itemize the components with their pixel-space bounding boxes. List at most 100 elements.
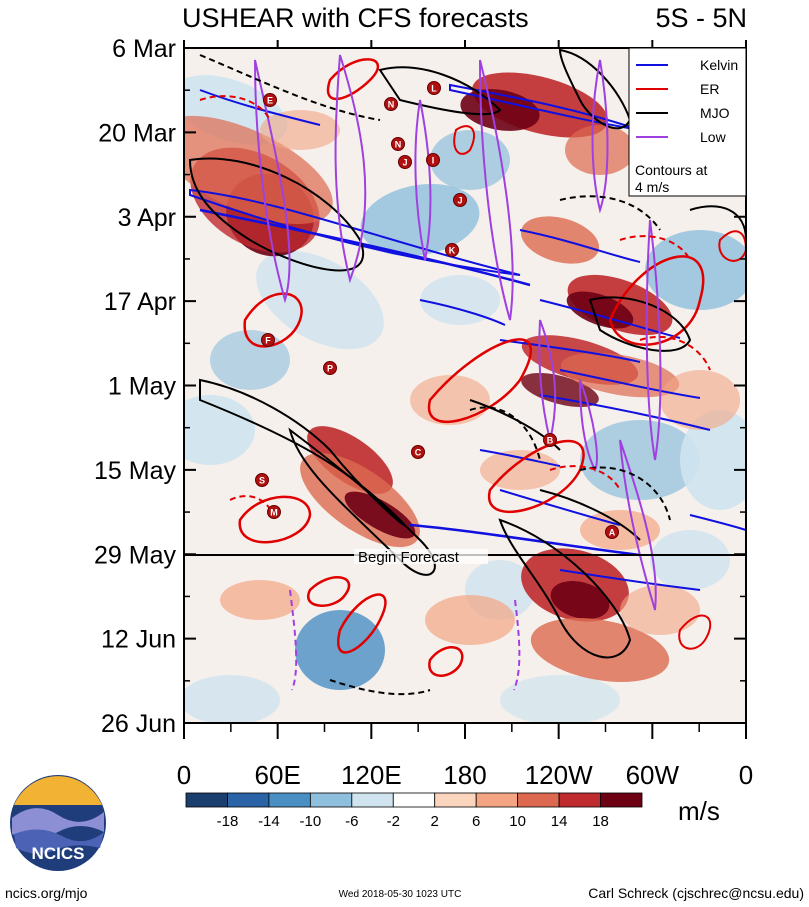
contour-line <box>334 54 367 284</box>
legend-label-mjo: MJO <box>700 105 730 121</box>
colorbar-swatch <box>351 792 394 808</box>
contour-line <box>428 646 464 677</box>
storm-marker <box>411 445 425 459</box>
x-tick-label: 120W <box>525 760 593 790</box>
contour-line-dashed <box>549 465 621 491</box>
storm-marker <box>453 193 467 207</box>
chart-region: 5S - 5N <box>655 3 747 33</box>
y-tick-label: 17 Apr <box>104 288 176 316</box>
footer-center: Wed 2018-05-30 1023 UTC <box>339 889 462 900</box>
storm-marker <box>605 525 619 539</box>
storm-marker <box>426 153 440 167</box>
anomaly-region <box>650 530 730 590</box>
logo-text: NCICS <box>32 844 85 863</box>
storm-marker <box>427 81 441 95</box>
storm-marker <box>267 505 281 519</box>
storm-marker-label: I <box>432 156 435 166</box>
colorbar-swatch <box>309 792 353 808</box>
colorbar-swatch <box>268 792 311 808</box>
y-tick-label: 15 May <box>94 457 176 485</box>
storm-marker-label: P <box>327 364 333 374</box>
y-tick-label: 20 Mar <box>98 119 176 147</box>
contour-line <box>539 299 681 339</box>
anomaly-region <box>260 110 340 150</box>
anomaly-region <box>500 675 620 723</box>
storm-marker <box>543 433 557 447</box>
colorbar-tick-label: 6 <box>472 813 480 830</box>
storm-marker-label: J <box>402 158 407 168</box>
contour-line-dashed <box>579 466 671 521</box>
contour-line <box>539 489 641 541</box>
storm-marker-label: E <box>267 96 273 106</box>
contour-line-dashed <box>199 54 381 121</box>
colorbar-swatch <box>227 792 270 808</box>
y-tick-label: 26 Jun <box>101 710 176 738</box>
storm-marker <box>384 97 398 111</box>
wave-filter-contours <box>188 48 746 696</box>
contour-line-dashed <box>639 335 711 371</box>
contour-line-dashed <box>469 406 541 461</box>
ncics-logo: NCICS <box>10 775 106 871</box>
contour-line <box>254 59 291 304</box>
contour-line <box>427 338 533 424</box>
x-tick-label: 60W <box>626 760 680 790</box>
x-axis: 0 60E 120E 180 120W 60W 0 <box>177 40 753 790</box>
colorbar-tick-label: -10 <box>300 813 322 830</box>
contour-line <box>678 614 712 650</box>
colorbar-units: m/s <box>678 796 720 826</box>
anomaly-region <box>680 410 746 510</box>
storm-marker-label: J <box>457 196 462 206</box>
legend-label-kelvin: Kelvin <box>700 57 738 73</box>
colorbar-swatch <box>185 792 228 808</box>
colorbar-swatch <box>558 792 601 808</box>
x-tick-label: 120E <box>341 760 402 790</box>
storm-marker-label: C <box>415 448 422 458</box>
storm-marker <box>255 473 269 487</box>
contour-line-dashed <box>559 195 661 231</box>
contour-line <box>608 255 705 346</box>
storm-marker-label: K <box>449 246 456 256</box>
contour-line <box>243 292 303 348</box>
contour-line <box>199 89 321 126</box>
contour-line <box>288 427 436 576</box>
anomaly-region <box>425 595 515 645</box>
colorbar-swatch <box>475 792 519 808</box>
colorbar-tick-label: -6 <box>345 813 358 830</box>
storm-marker-label: M <box>270 508 278 518</box>
anomaly-region <box>480 450 560 490</box>
y-tick-label: 29 May <box>94 541 176 569</box>
storm-marker <box>323 361 337 375</box>
contour-line <box>558 48 632 130</box>
contour-line <box>188 157 364 272</box>
forecast-label: Begin Forecast <box>358 549 460 566</box>
legend-label-er: ER <box>700 81 719 97</box>
footer-right: Carl Schreck (cjschrec@ncsu.edu) <box>588 885 804 901</box>
contour-line <box>409 523 641 557</box>
anomaly-region <box>660 370 740 430</box>
contour-line <box>199 378 406 527</box>
anomaly-region <box>560 352 680 398</box>
anomaly-region <box>344 491 416 539</box>
contour-line <box>479 59 514 321</box>
y-tick-label: 1 May <box>108 373 177 401</box>
contour-line <box>588 296 692 352</box>
contour-line <box>499 489 621 526</box>
contour-line <box>519 229 641 263</box>
anomaly-region <box>566 291 634 329</box>
contour-line <box>619 439 657 611</box>
contour-line <box>337 593 387 654</box>
colorbar-swatch <box>392 792 436 808</box>
colorbar-tick-label: 10 <box>509 813 526 830</box>
chart-title: USHEAR with CFS forecasts <box>182 3 529 33</box>
x-tick-label: 180 <box>443 760 486 790</box>
anomaly-region <box>550 580 610 620</box>
contour-line-dashed <box>289 589 298 691</box>
contour-line <box>307 576 351 607</box>
footer-left: ncics.org/mjo <box>5 885 88 901</box>
storm-marker <box>263 93 277 107</box>
anomaly-region <box>565 125 635 175</box>
colorbar-tick-label: 2 <box>431 813 439 830</box>
anomaly-region <box>410 375 490 425</box>
storm-marker <box>261 333 275 347</box>
